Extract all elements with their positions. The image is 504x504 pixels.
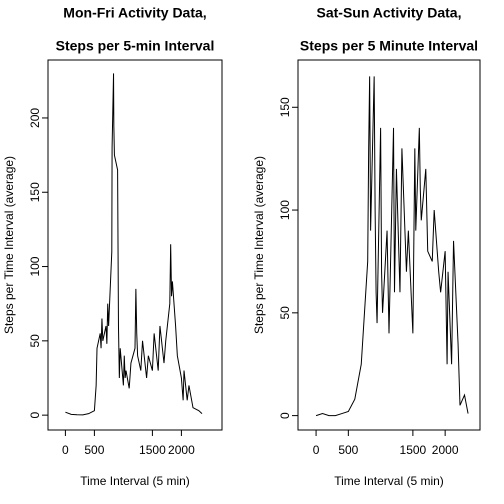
x-tick-label: 0 [313, 443, 320, 457]
y-tick-label: 150 [28, 182, 42, 202]
chart-title: Mon-Fri Activity Data, [63, 5, 206, 21]
x-axis-label: Time Interval (5 min) [80, 474, 190, 488]
x-tick-label: 2000 [432, 443, 459, 457]
y-tick-label: 0 [278, 412, 292, 419]
x-tick-label: 1500 [400, 443, 427, 457]
x-tick-label: 0 [62, 443, 69, 457]
chart-title: Steps per 5 Minute Interval [300, 38, 478, 54]
x-tick-label: 500 [84, 443, 104, 457]
chart-title: Sat-Sun Activity Data, [317, 5, 462, 21]
y-tick-label: 50 [28, 334, 42, 348]
chart-title: Steps per 5-min Interval [56, 38, 215, 54]
data-line [65, 73, 203, 416]
plot-box [47, 59, 223, 431]
y-tick-label: 100 [278, 200, 292, 220]
y-tick-label: 0 [28, 411, 42, 418]
data-line [315, 76, 469, 417]
y-tick-label: 100 [28, 256, 42, 276]
y-axis-label: Steps per Time Interval (average) [252, 156, 266, 334]
plot-box [297, 59, 481, 431]
x-tick-label: 2000 [168, 443, 195, 457]
y-tick-label: 150 [278, 97, 292, 117]
y-tick-label: 200 [28, 108, 42, 128]
x-tick-label: 500 [338, 443, 358, 457]
y-axis-label: Steps per Time Interval (average) [2, 156, 16, 334]
x-axis-label: Time Interval (5 min) [334, 474, 444, 488]
x-tick-label: 1500 [139, 443, 166, 457]
y-tick-label: 50 [278, 306, 292, 320]
